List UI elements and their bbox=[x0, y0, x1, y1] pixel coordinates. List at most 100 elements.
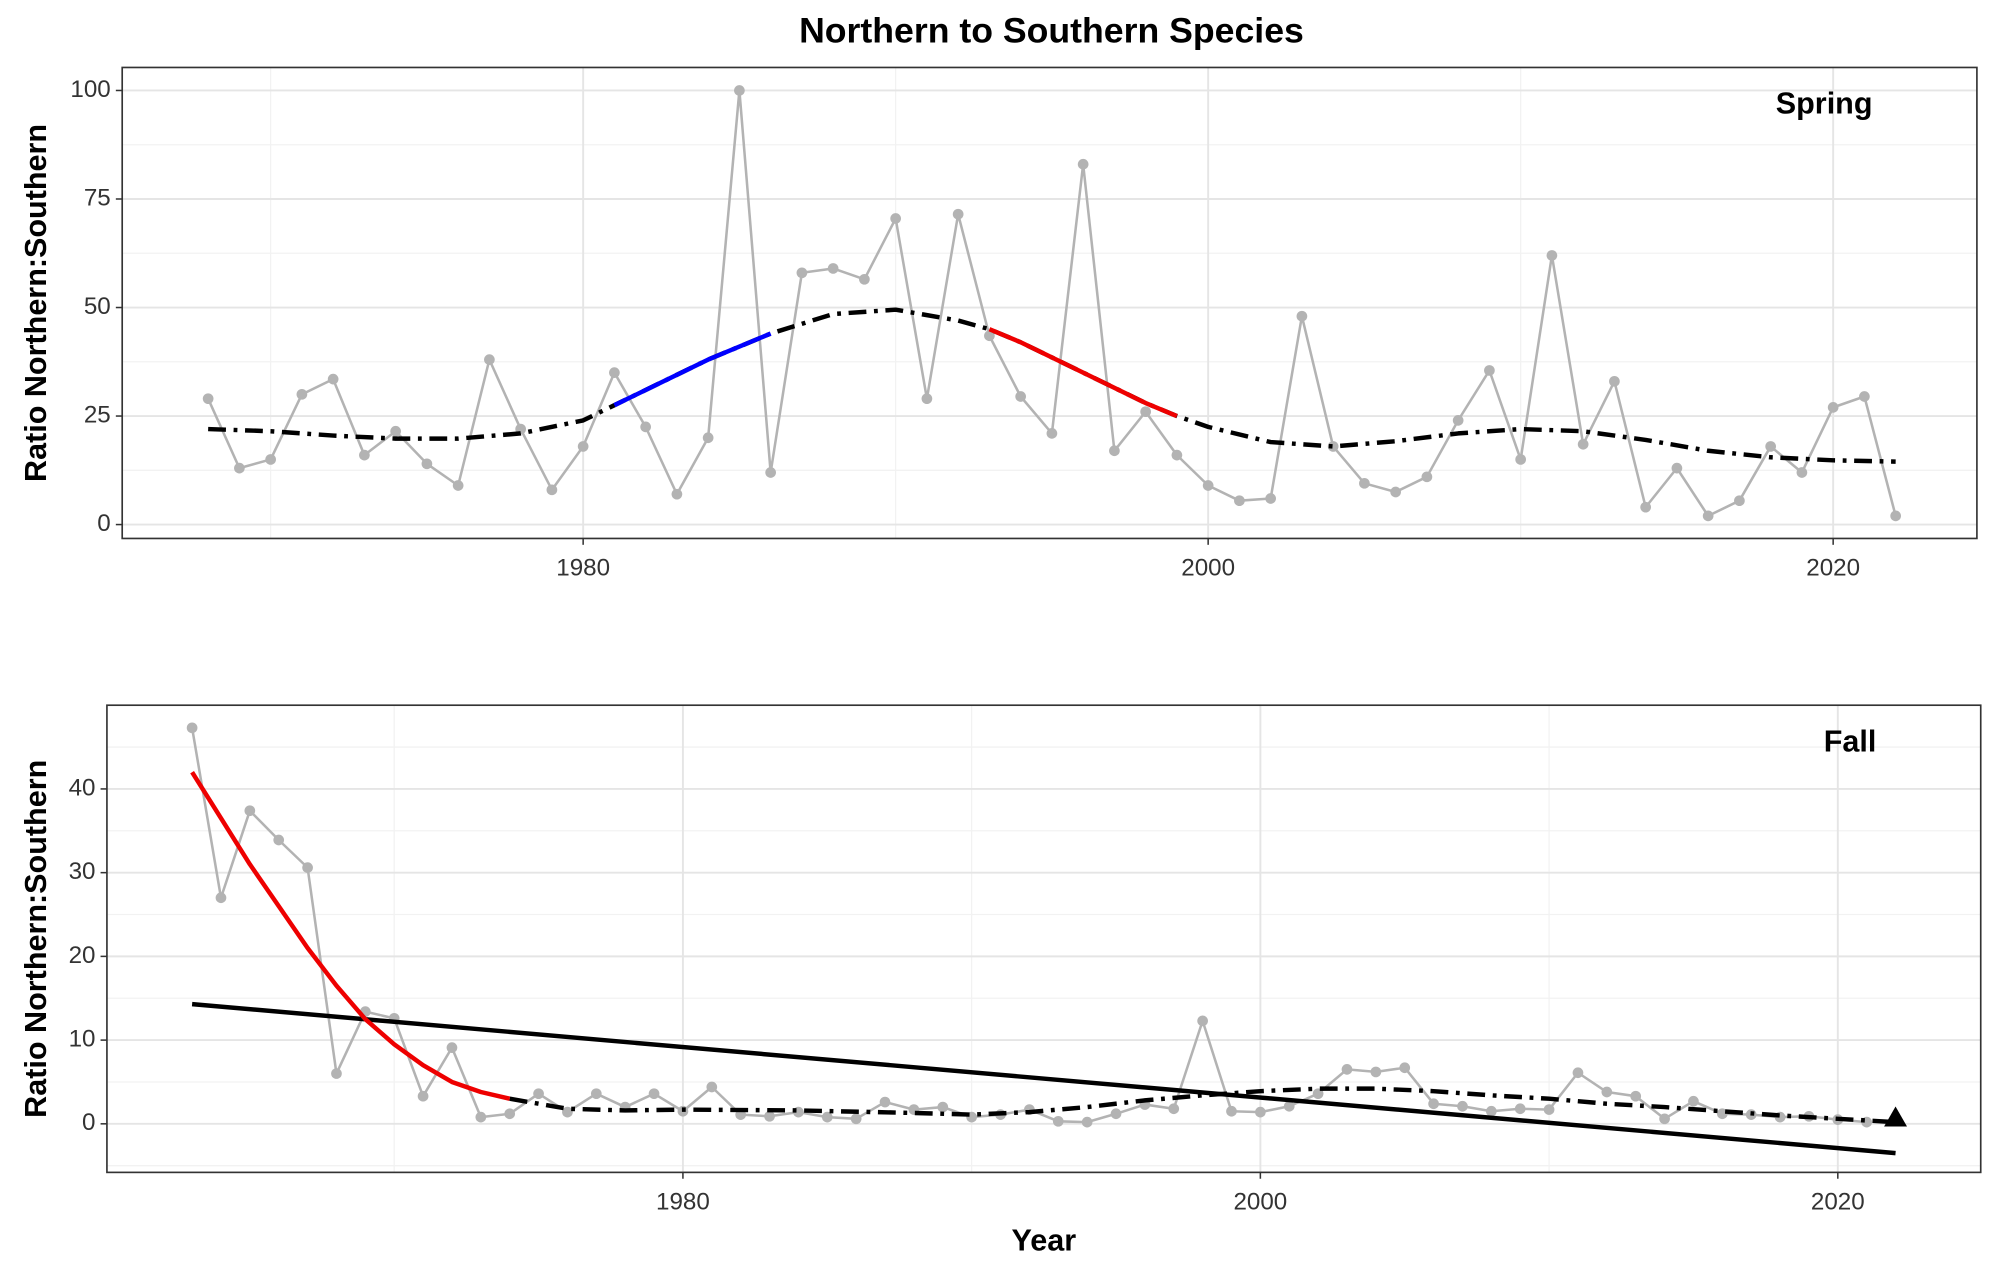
data-point bbox=[273, 834, 285, 846]
data-point bbox=[1640, 501, 1651, 513]
data-point bbox=[1370, 1066, 1382, 1078]
y-axis-label: Ratio Northern:Southern bbox=[19, 760, 53, 1118]
data-point bbox=[1077, 158, 1089, 170]
panel-label: Fall bbox=[1824, 724, 1877, 758]
data-point bbox=[1390, 486, 1401, 498]
y-tick-label: 30 bbox=[69, 858, 96, 885]
data-point bbox=[796, 267, 808, 279]
data-point bbox=[1140, 406, 1151, 418]
data-point bbox=[1168, 1103, 1180, 1115]
data-point bbox=[1457, 1100, 1468, 1112]
data-point bbox=[1671, 462, 1683, 474]
data-point bbox=[1546, 250, 1558, 261]
data-point bbox=[452, 480, 464, 491]
data-point bbox=[1081, 1116, 1093, 1128]
x-tick-label: 1980 bbox=[656, 1188, 710, 1215]
data-point bbox=[1283, 1100, 1295, 1112]
data-point bbox=[1859, 391, 1870, 402]
data-point bbox=[1572, 1067, 1584, 1079]
data-point bbox=[1609, 375, 1620, 387]
plot-background bbox=[106, 705, 1981, 1173]
smooth-line bbox=[509, 1086, 1896, 1125]
data-point bbox=[421, 458, 433, 470]
data-point bbox=[1543, 1104, 1555, 1115]
y-tick-label: 40 bbox=[69, 774, 96, 801]
data-point bbox=[1399, 1062, 1411, 1074]
data-point bbox=[827, 263, 839, 274]
data-point bbox=[1688, 1095, 1699, 1107]
data-point bbox=[859, 273, 870, 285]
data-point bbox=[1015, 391, 1026, 402]
data-point bbox=[1255, 1106, 1266, 1118]
data-point bbox=[1197, 1015, 1208, 1027]
data-point bbox=[475, 1111, 487, 1123]
data-point bbox=[1452, 415, 1464, 426]
data-point bbox=[577, 441, 589, 452]
data-point bbox=[952, 208, 964, 220]
data-point bbox=[202, 393, 214, 405]
x-tick-label: 2000 bbox=[1233, 1188, 1287, 1215]
data-point bbox=[234, 462, 245, 474]
data-point bbox=[1796, 467, 1808, 478]
data-point bbox=[1890, 510, 1902, 522]
y-tick-label: 0 bbox=[82, 1109, 95, 1136]
data-point bbox=[850, 1113, 862, 1125]
data-point bbox=[484, 354, 495, 365]
data-point bbox=[1265, 493, 1276, 504]
data-point bbox=[1312, 1088, 1324, 1100]
x-tick-label: 2020 bbox=[1811, 1188, 1865, 1215]
data-point bbox=[590, 1088, 602, 1100]
data-point bbox=[984, 330, 995, 342]
data-point bbox=[671, 488, 683, 500]
data-point bbox=[562, 1106, 573, 1118]
data-point bbox=[1702, 510, 1714, 522]
y-tick-label: 25 bbox=[84, 401, 111, 428]
data-point bbox=[1421, 471, 1433, 483]
x-tick-label: 1980 bbox=[556, 554, 610, 581]
data-point bbox=[446, 1042, 458, 1053]
data-point bbox=[331, 1068, 342, 1079]
data-point bbox=[1630, 1090, 1642, 1102]
data-point bbox=[879, 1096, 891, 1108]
data-point bbox=[1327, 441, 1339, 452]
panel-label: Spring bbox=[1776, 87, 1873, 121]
data-point bbox=[215, 892, 227, 904]
panel: 1980 2000 2020 0 25 50 75 100 Ratio Northern:Sou… bbox=[19, 66, 1978, 581]
y-tick-label: 10 bbox=[69, 1025, 96, 1052]
data-point bbox=[1515, 454, 1526, 465]
significant-segment bbox=[190, 771, 511, 1101]
plot-background bbox=[122, 67, 1977, 539]
y-tick-label: 50 bbox=[84, 293, 111, 320]
data-point bbox=[1734, 495, 1745, 507]
data-point bbox=[706, 1081, 718, 1093]
data-point bbox=[1827, 402, 1839, 413]
data-point bbox=[265, 454, 276, 465]
data-point bbox=[296, 388, 308, 400]
data-point bbox=[921, 393, 933, 405]
x-axis-label: Year bbox=[1012, 1223, 1077, 1257]
data-point bbox=[1046, 428, 1058, 439]
data-point bbox=[1359, 477, 1370, 489]
y-tick-label: 75 bbox=[84, 184, 111, 211]
data-point bbox=[327, 373, 339, 385]
data-point bbox=[1514, 1103, 1526, 1115]
significant-segment bbox=[988, 327, 1178, 419]
y-tick-label: 20 bbox=[69, 942, 96, 969]
plot-border bbox=[121, 66, 1978, 540]
panel: 1980 2000 2020 0 10 20 30 40 Ratio Northern:Sout… bbox=[19, 704, 1982, 1257]
y-tick-label: 100 bbox=[70, 76, 110, 103]
data-point bbox=[1110, 1108, 1122, 1120]
data-point bbox=[1202, 480, 1214, 491]
data-point bbox=[734, 85, 745, 96]
data-point bbox=[765, 467, 776, 478]
x-tick-label: 2020 bbox=[1806, 554, 1860, 581]
data-point bbox=[1109, 445, 1120, 457]
y-tick-label: 0 bbox=[97, 510, 110, 537]
data-point bbox=[533, 1088, 544, 1100]
data-point bbox=[1601, 1086, 1613, 1098]
trend-line bbox=[191, 1001, 1896, 1156]
chart-title: Northern to Southern Species bbox=[799, 11, 1304, 51]
data-point bbox=[1296, 310, 1308, 322]
data-point bbox=[609, 367, 620, 378]
